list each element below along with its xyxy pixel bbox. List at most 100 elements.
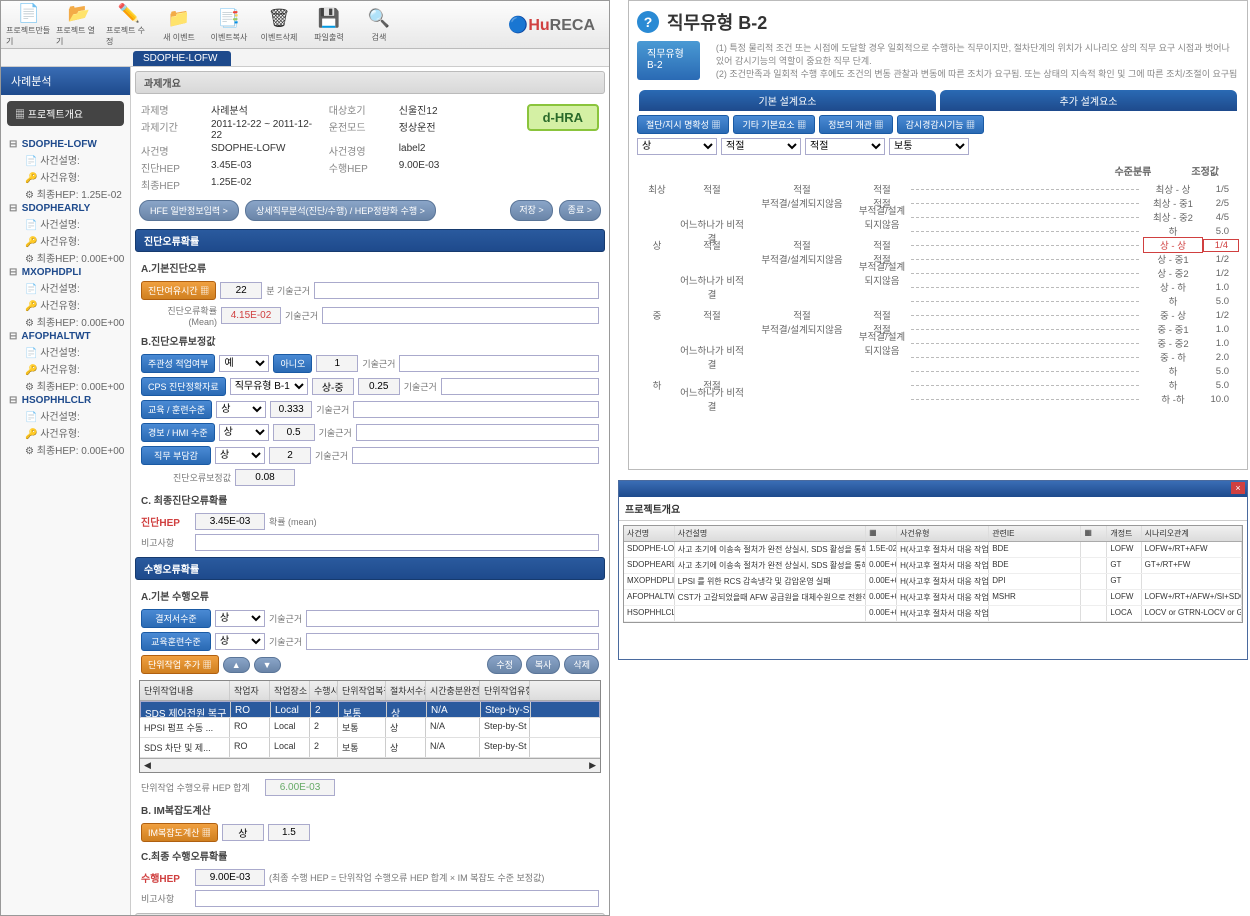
expand-icon[interactable]: ⊟ <box>9 203 19 214</box>
scroll-left-icon[interactable]: ◀ <box>144 760 151 771</box>
table-row[interactable]: HPSI 펌프 수동 ...ROLocal2보통상N/AStep-by-St <box>140 718 600 738</box>
table-row[interactable]: MXOPHDPLILPSI 를 위한 RCS 감속냉각 및 감압운영 실패0.0… <box>624 574 1242 590</box>
table-row[interactable]: SDOPHE-LOFW사고 초기에 이송속 절처가 완전 상실시, SDS 활성… <box>624 542 1242 558</box>
tree-node[interactable]: ⊟ AFOPHALTWT <box>3 330 128 343</box>
scroll-right-icon[interactable]: ▶ <box>589 760 596 771</box>
tree-node[interactable]: 🔑 사건유형: <box>3 168 128 185</box>
tree-node[interactable]: 📄 사건설명: <box>3 151 128 168</box>
tree-node[interactable]: ⊟ HSOPHHLCLR <box>3 394 128 407</box>
tree-node[interactable]: ⊟ SDOPHE-LOFW <box>3 138 128 151</box>
diag-mean-basis[interactable] <box>322 307 599 324</box>
tree-node[interactable]: 🔑 사건유형: <box>3 296 128 313</box>
expand-icon[interactable]: ⊟ <box>9 395 19 406</box>
active-tab[interactable]: SDOPHE-LOFW <box>133 51 231 66</box>
table-row[interactable]: AFOPHALTWTCST가 고갈되었을때 AFW 공급원을 대체수원으로 전환… <box>624 590 1242 606</box>
table-row[interactable]: SDOPHEARLY사고 초기에 이송속 절처가 완전 상실시, SDS 활성을… <box>624 558 1242 574</box>
toolbar-button[interactable]: 🔍 검색 <box>355 3 403 47</box>
factor-basis[interactable] <box>399 355 599 372</box>
factor-chip[interactable]: 경보 / HMI 수준 <box>141 423 215 442</box>
toolbar-button[interactable]: 📂 프로젝트 열기 <box>55 3 103 47</box>
im-calc-button[interactable]: IM복잡도계산 ▦ <box>141 823 218 842</box>
tree-node[interactable]: 📄 사건설명: <box>3 343 128 360</box>
exec-factor-select[interactable]: 상 <box>215 633 265 650</box>
toolbar-button[interactable]: 📁 새 이벤트 <box>155 3 203 47</box>
tree-node[interactable]: ⊟ MXOPHDPLI <box>3 266 128 279</box>
factor-basis[interactable] <box>352 447 599 464</box>
close-button[interactable]: 종료 > <box>559 200 601 221</box>
tree-node[interactable]: ⚙ 최종HEP: 0.00E+00 <box>3 441 128 458</box>
diagram-row: 부적결/설계되지않음적절 최상 - 중12/5 <box>637 196 1239 210</box>
copy-button[interactable]: 복사 <box>526 655 561 674</box>
expand-icon[interactable]: ⊟ <box>9 267 19 278</box>
toolbar-button[interactable]: 🗑 이벤트삭제 <box>255 3 303 47</box>
tree-node[interactable]: ⚙ 최종HEP: 1.25E-02 <box>3 185 128 202</box>
tree-item-icon: 📄 <box>25 412 37 423</box>
factor-chip[interactable]: 직무 부담감 <box>141 446 211 465</box>
move-down-button[interactable]: ▼ <box>254 657 281 673</box>
tree-node[interactable]: ⚙ 최종HEP: 0.00E+00 <box>3 249 128 266</box>
diag-time-value[interactable] <box>220 282 262 299</box>
edit-button[interactable]: 수정 <box>487 655 522 674</box>
toolbar-icon: 📂 <box>67 3 91 24</box>
factor-basis[interactable] <box>356 424 599 441</box>
project-overview-button[interactable]: ▦ 프로젝트개요 <box>7 101 124 126</box>
design-factor-chip[interactable]: 기타 기본요소 ▦ <box>733 115 815 134</box>
design-factor-select[interactable]: 적절 <box>805 138 885 155</box>
exec-factor-chip[interactable]: 교육훈련수준 <box>141 632 211 651</box>
toolbar-button[interactable]: 💾 파일출력 <box>305 3 353 47</box>
tree-node[interactable]: ⊟ SDOPHEARLY <box>3 202 128 215</box>
delete-button[interactable]: 삭제 <box>564 655 599 674</box>
project-grid[interactable]: 사건명사건설명▦사건유형관련IE▦개정트시나리오관계 SDOPHE-LOFW사고… <box>623 525 1243 623</box>
tree-node[interactable]: 🔑 사건유형: <box>3 424 128 441</box>
factor-chip[interactable]: 주관성 적업여부 <box>141 354 215 373</box>
toolbar-button[interactable]: ✏️ 프로젝트 수정 <box>105 3 153 47</box>
toolbar-button[interactable]: 📄 프로젝트만들기 <box>5 3 53 47</box>
detail-analysis-button[interactable]: 상세직무분석(진단/수행) / HEP정량화 수행 > <box>245 200 436 221</box>
design-factor-chip[interactable]: 감시경감시기능 ▦ <box>897 115 984 134</box>
factor-chip[interactable]: 교육 / 훈련수준 <box>141 400 212 419</box>
exec-factor-select[interactable]: 상 <box>215 610 265 627</box>
factor-select[interactable]: 직무유형 B-1 <box>230 378 308 395</box>
add-unit-button[interactable]: 단위작업 추가 ▦ <box>141 655 219 674</box>
exec-factor-chip[interactable]: 결저서수준 <box>141 609 211 628</box>
factor-basis[interactable] <box>353 401 599 418</box>
diag-time-chip[interactable]: 진단여유시간 ▦ <box>141 281 216 300</box>
sidebar-header: 사례분석 <box>1 67 130 95</box>
expand-icon[interactable]: ⊟ <box>9 139 19 150</box>
tree-node[interactable]: 🔑 사건유형: <box>3 232 128 249</box>
factor-select[interactable]: 상 <box>219 424 269 441</box>
save-button[interactable]: 저장 > <box>510 200 552 221</box>
tree-node[interactable]: 📄 사건설명: <box>3 279 128 296</box>
design-factor-chip[interactable]: 정보의 개관 ▦ <box>819 115 892 134</box>
tree-item-icon: 🔑 <box>25 301 37 312</box>
tree-item-icon: 🔑 <box>25 237 37 248</box>
tree-node[interactable]: 📄 사건설명: <box>3 407 128 424</box>
move-up-button[interactable]: ▲ <box>223 657 250 673</box>
factor-select[interactable]: 상 <box>216 401 266 418</box>
tree-node[interactable]: 📄 사건설명: <box>3 215 128 232</box>
tree-node[interactable]: 🔑 사건유형: <box>3 360 128 377</box>
window-close-icon[interactable]: × <box>1231 482 1245 494</box>
factor-select[interactable]: 상 <box>215 447 265 464</box>
design-factor-chip[interactable]: 절단/지시 명확성 ▦ <box>637 115 729 134</box>
table-row[interactable]: SDS 차단 및 제...ROLocal2보통상N/AStep-by-St <box>140 738 600 758</box>
factor-select[interactable]: 예 <box>219 355 269 372</box>
design-factor-select[interactable]: 상 <box>637 138 717 155</box>
exec-note[interactable] <box>195 890 599 907</box>
diag-note[interactable] <box>195 534 599 551</box>
diag-time-basis[interactable] <box>314 282 599 299</box>
hfe-info-button[interactable]: HFE 일반정보입력 > <box>139 200 239 221</box>
design-factor-select[interactable]: 보통 <box>889 138 969 155</box>
table-row[interactable]: HSOPHHLCLR0.00E+00H(사고후 절차서 대응 작업):LOCV,… <box>624 606 1242 622</box>
unit-task-grid[interactable]: 단위작업내용작업자작업장소수행시간단위작업복잡도절차서수준시간충분완전학적부단위… <box>139 680 601 773</box>
design-factor-select[interactable]: 적절 <box>721 138 801 155</box>
tree-node[interactable]: ⚙ 최종HEP: 0.00E+00 <box>3 377 128 394</box>
tree-node[interactable]: ⚙ 최종HEP: 0.00E+00 <box>3 313 128 330</box>
toolbar-button[interactable]: 📑 이벤트복사 <box>205 3 253 47</box>
expand-icon[interactable]: ⊟ <box>9 331 19 342</box>
factor-chip[interactable]: CPS 진단정확자료 <box>141 377 226 396</box>
tree-item-icon: 🔑 <box>25 429 37 440</box>
factor-basis[interactable] <box>441 378 599 395</box>
exec-hep <box>195 869 265 886</box>
table-row[interactable]: SDS 제어전원 복구ROLocal2보통상N/AStep-by-St <box>140 701 600 718</box>
